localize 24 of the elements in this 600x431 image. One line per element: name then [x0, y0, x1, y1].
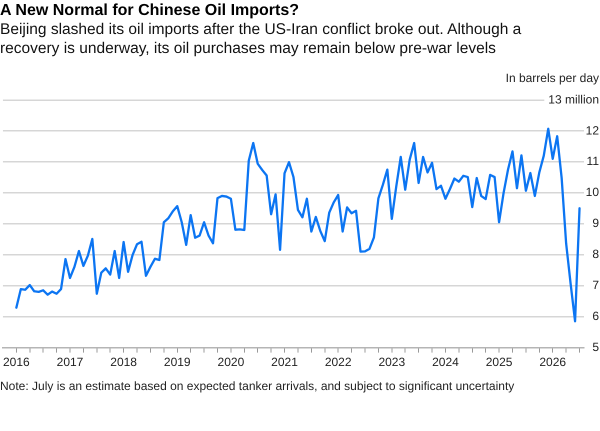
- chart-subtitle: Beijing slashed its oil imports after the US-Iran conflict broke out. Although a recovery is underway, its oil purchases may remain below pre-war levels: [0, 21, 522, 58]
- x-tick-label: 2023: [378, 355, 406, 370]
- y-tick-label: 8: [592, 247, 600, 262]
- y-tick-label: 5: [592, 340, 600, 354]
- y-tick-label: 10: [586, 185, 600, 200]
- y-tick-label: 6: [592, 308, 600, 323]
- x-tick-label: 2017: [56, 355, 84, 370]
- y-tick-label: 11: [586, 154, 600, 168]
- x-tick-label: 2016: [2, 355, 30, 370]
- x-tick-label: 2021: [271, 355, 298, 370]
- x-tick-label: 2019: [164, 355, 191, 370]
- y-tick-label: 9: [592, 216, 600, 230]
- x-tick-label: 2026: [539, 355, 566, 370]
- chart-title: A New Normal for Chinese Oil Imports?: [0, 1, 300, 20]
- y-tick-label: 7: [592, 278, 600, 292]
- x-tick-label: 2020: [218, 355, 245, 370]
- x-tick-label: 2022: [324, 355, 352, 370]
- text: Note: July is an estimate based on expected tanker arrivals, and subject to significant uncertainty: [0, 379, 514, 394]
- y-tick-label: 13 million: [548, 92, 599, 106]
- y-axis-title: In barrels per day: [506, 71, 599, 85]
- x-tick-label: 2024: [432, 355, 460, 370]
- x-tick-label: 2025: [486, 355, 513, 370]
- x-tick-label: 2018: [110, 355, 138, 370]
- y-tick-label: 12: [586, 123, 600, 138]
